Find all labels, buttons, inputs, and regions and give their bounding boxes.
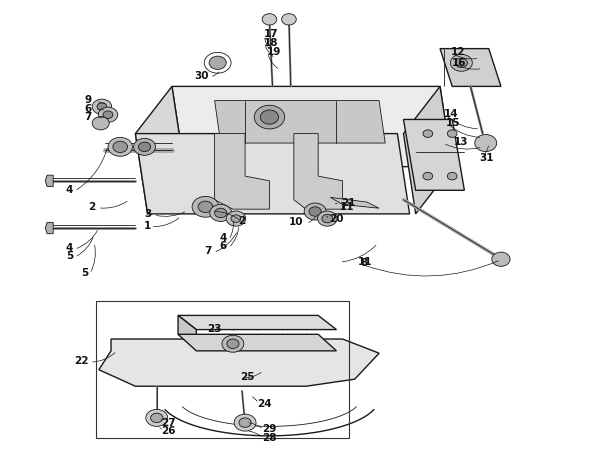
Circle shape [423, 130, 433, 137]
Text: 4: 4 [220, 233, 227, 244]
Circle shape [133, 138, 155, 155]
Circle shape [309, 207, 321, 216]
Text: 12: 12 [451, 48, 466, 57]
Text: 4: 4 [66, 243, 73, 253]
Circle shape [215, 208, 227, 218]
Circle shape [103, 111, 113, 118]
Text: 8: 8 [361, 258, 368, 268]
Polygon shape [135, 133, 409, 214]
Text: 19: 19 [266, 47, 281, 57]
Text: 20: 20 [329, 214, 344, 224]
Text: 7: 7 [204, 246, 212, 256]
Polygon shape [440, 48, 501, 86]
Text: 5: 5 [66, 251, 73, 261]
Text: 21: 21 [341, 199, 356, 209]
Circle shape [222, 335, 244, 352]
Circle shape [146, 409, 168, 427]
Circle shape [226, 211, 245, 226]
Text: 3: 3 [144, 209, 152, 219]
Text: 4: 4 [66, 185, 73, 195]
Text: 14: 14 [444, 109, 459, 119]
Circle shape [192, 197, 219, 217]
Circle shape [231, 215, 241, 222]
Polygon shape [172, 86, 452, 167]
Text: 11: 11 [340, 202, 354, 212]
Polygon shape [178, 315, 196, 346]
Text: 17: 17 [263, 29, 278, 39]
Circle shape [455, 58, 468, 67]
Text: 15: 15 [446, 118, 461, 128]
Text: 16: 16 [452, 58, 467, 68]
Text: 2: 2 [238, 216, 245, 226]
Polygon shape [294, 133, 343, 209]
Circle shape [210, 204, 232, 221]
Circle shape [262, 14, 277, 25]
Circle shape [138, 142, 151, 152]
Circle shape [318, 211, 337, 226]
Text: 7: 7 [84, 112, 92, 122]
Text: 23: 23 [207, 323, 222, 333]
Circle shape [282, 14, 296, 25]
Text: 22: 22 [74, 356, 89, 366]
Text: 25: 25 [240, 372, 255, 382]
Circle shape [92, 99, 111, 114]
Text: 31: 31 [480, 153, 494, 163]
Circle shape [97, 103, 106, 111]
Circle shape [423, 172, 433, 180]
Text: 1: 1 [143, 221, 151, 231]
Circle shape [113, 141, 127, 152]
Circle shape [492, 252, 510, 266]
Text: 6: 6 [84, 104, 92, 114]
Text: 24: 24 [257, 399, 272, 408]
Circle shape [151, 413, 163, 423]
Circle shape [239, 418, 251, 428]
Text: 26: 26 [162, 426, 176, 436]
Polygon shape [330, 197, 379, 208]
Circle shape [260, 110, 278, 124]
Circle shape [304, 203, 326, 220]
Text: 5: 5 [81, 268, 89, 278]
Circle shape [447, 172, 457, 180]
Circle shape [322, 214, 333, 223]
Polygon shape [215, 133, 269, 209]
Text: 30: 30 [194, 71, 209, 81]
Polygon shape [45, 222, 53, 234]
Circle shape [254, 105, 285, 129]
Circle shape [209, 56, 226, 69]
Text: 28: 28 [262, 433, 277, 443]
Circle shape [450, 54, 472, 71]
Polygon shape [135, 86, 184, 214]
Polygon shape [403, 119, 465, 190]
Polygon shape [178, 315, 337, 330]
Polygon shape [215, 101, 385, 143]
Text: 9: 9 [84, 95, 92, 104]
Circle shape [475, 134, 497, 152]
Polygon shape [178, 334, 337, 351]
Circle shape [227, 339, 239, 349]
Text: 10: 10 [288, 217, 303, 227]
Text: 29: 29 [262, 424, 277, 434]
Text: 27: 27 [162, 418, 176, 428]
Polygon shape [45, 175, 53, 187]
Circle shape [447, 130, 457, 137]
Text: 6: 6 [220, 241, 227, 251]
Circle shape [204, 52, 231, 73]
Text: 18: 18 [263, 38, 278, 48]
Polygon shape [403, 86, 452, 214]
Text: 2: 2 [89, 202, 96, 212]
Bar [96, 301, 349, 438]
Circle shape [92, 116, 109, 130]
Circle shape [99, 107, 118, 122]
Circle shape [234, 414, 256, 431]
Text: 11: 11 [358, 257, 372, 267]
Circle shape [108, 137, 132, 156]
Text: 13: 13 [453, 137, 468, 147]
Circle shape [198, 201, 213, 212]
Polygon shape [99, 339, 379, 386]
